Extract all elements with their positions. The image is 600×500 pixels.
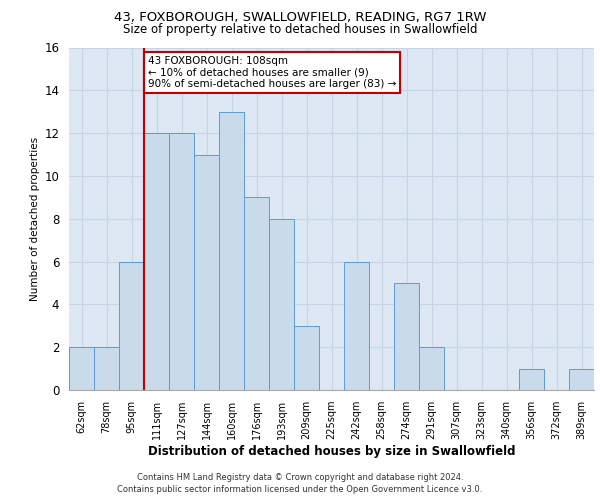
Bar <box>144 133 169 390</box>
Bar <box>119 262 144 390</box>
Bar <box>344 262 369 390</box>
Text: Contains HM Land Registry data © Crown copyright and database right 2024.
Contai: Contains HM Land Registry data © Crown c… <box>118 472 482 494</box>
Text: 43 FOXBOROUGH: 108sqm
← 10% of detached houses are smaller (9)
90% of semi-detac: 43 FOXBOROUGH: 108sqm ← 10% of detached … <box>148 56 396 90</box>
Bar <box>569 368 594 390</box>
Bar <box>269 219 294 390</box>
X-axis label: Distribution of detached houses by size in Swallowfield: Distribution of detached houses by size … <box>148 445 515 458</box>
Y-axis label: Number of detached properties: Number of detached properties <box>30 136 40 301</box>
Bar <box>244 198 269 390</box>
Bar <box>294 326 319 390</box>
Bar <box>419 347 444 390</box>
Bar <box>169 133 194 390</box>
Bar <box>394 283 419 390</box>
Bar <box>219 112 244 390</box>
Bar <box>69 347 94 390</box>
Bar <box>519 368 544 390</box>
Text: 43, FOXBOROUGH, SWALLOWFIELD, READING, RG7 1RW: 43, FOXBOROUGH, SWALLOWFIELD, READING, R… <box>114 11 486 24</box>
Bar <box>94 347 119 390</box>
Text: Size of property relative to detached houses in Swallowfield: Size of property relative to detached ho… <box>123 22 477 36</box>
Bar <box>194 154 219 390</box>
